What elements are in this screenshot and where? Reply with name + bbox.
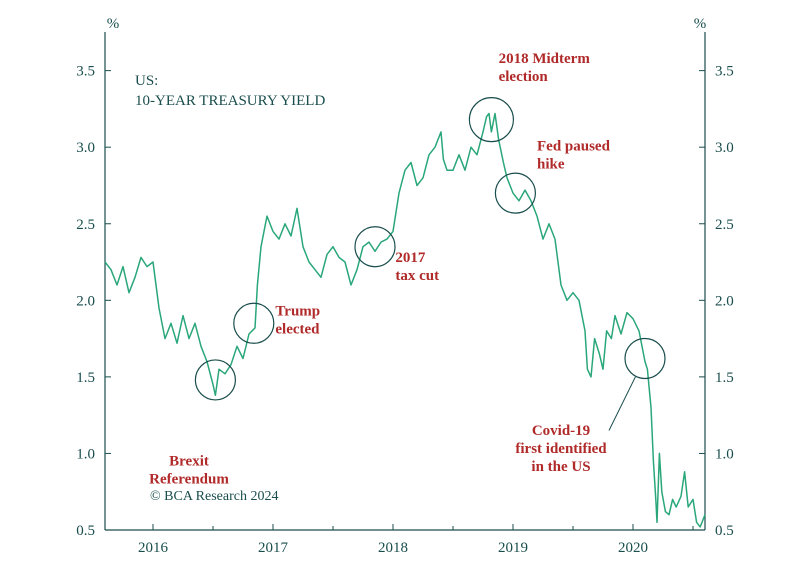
y-tick-label-left: 0.5 [76, 523, 95, 539]
event-label-covid: first identified [515, 441, 607, 457]
event-label-taxcut: tax cut [395, 268, 439, 284]
event-label-covid: Covid-19 [532, 423, 590, 439]
event-label-fedpause: hike [537, 156, 565, 172]
event-label-taxcut: 2017 [395, 250, 426, 266]
event-label-midterm: 2018 Midterm [499, 51, 591, 67]
y-tick-label-right: 2.5 [715, 217, 734, 233]
event-circle-fedpause [495, 173, 535, 213]
y-tick-label-right: 3.5 [715, 64, 734, 80]
y-tick-label-left: 1.5 [76, 370, 95, 386]
event-label-covid: in the US [531, 459, 590, 475]
y-tick-label-left: 2.0 [76, 293, 95, 309]
x-tick-label: 2017 [258, 540, 289, 556]
x-tick-label: 2018 [378, 540, 408, 556]
event-circle-midterm [469, 98, 513, 142]
event-label-midterm: election [499, 69, 549, 85]
y-unit-right: % [694, 16, 707, 32]
y-tick-label-right: 0.5 [715, 523, 734, 539]
event-circle-trump [234, 303, 274, 343]
y-tick-label-left: 1.0 [76, 446, 95, 462]
x-tick-label: 2020 [618, 540, 648, 556]
y-tick-label-right: 1.5 [715, 370, 734, 386]
chart-title-line2: 10-YEAR TREASURY YIELD [135, 93, 325, 109]
chart-title-line1: US: [135, 73, 158, 89]
treasury-yield-chart: %% 0.5 0.5 1.0 1.0 1.5 1.5 2.0 2.0 2.5 2.5 3.0 3.0 3.… [0, 0, 809, 580]
event-label-brexit: Brexit [169, 454, 209, 470]
event-label-trump: elected [275, 322, 320, 338]
y-tick-label-right: 3.0 [715, 140, 734, 156]
event-label-fedpause: Fed paused [537, 138, 611, 154]
y-tick-label-right: 1.0 [715, 446, 734, 462]
event-label-brexit: Referendum [149, 472, 229, 488]
y-tick-label-left: 3.0 [76, 140, 95, 156]
chart-container: %% 0.5 0.5 1.0 1.0 1.5 1.5 2.0 2.0 2.5 2.5 3.0 3.0 3.… [0, 0, 809, 580]
y-unit-left: % [107, 16, 120, 32]
x-tick-label: 2016 [138, 540, 169, 556]
y-tick-label-right: 2.0 [715, 293, 734, 309]
y-tick-label-left: 3.5 [76, 64, 95, 80]
event-circle-taxcut [355, 227, 395, 267]
y-tick-label-left: 2.5 [76, 217, 95, 233]
copyright-text: © BCA Research 2024 [150, 489, 278, 504]
event-leader-covid [609, 377, 635, 431]
x-tick-label: 2019 [498, 540, 528, 556]
event-label-trump: Trump [275, 304, 320, 320]
